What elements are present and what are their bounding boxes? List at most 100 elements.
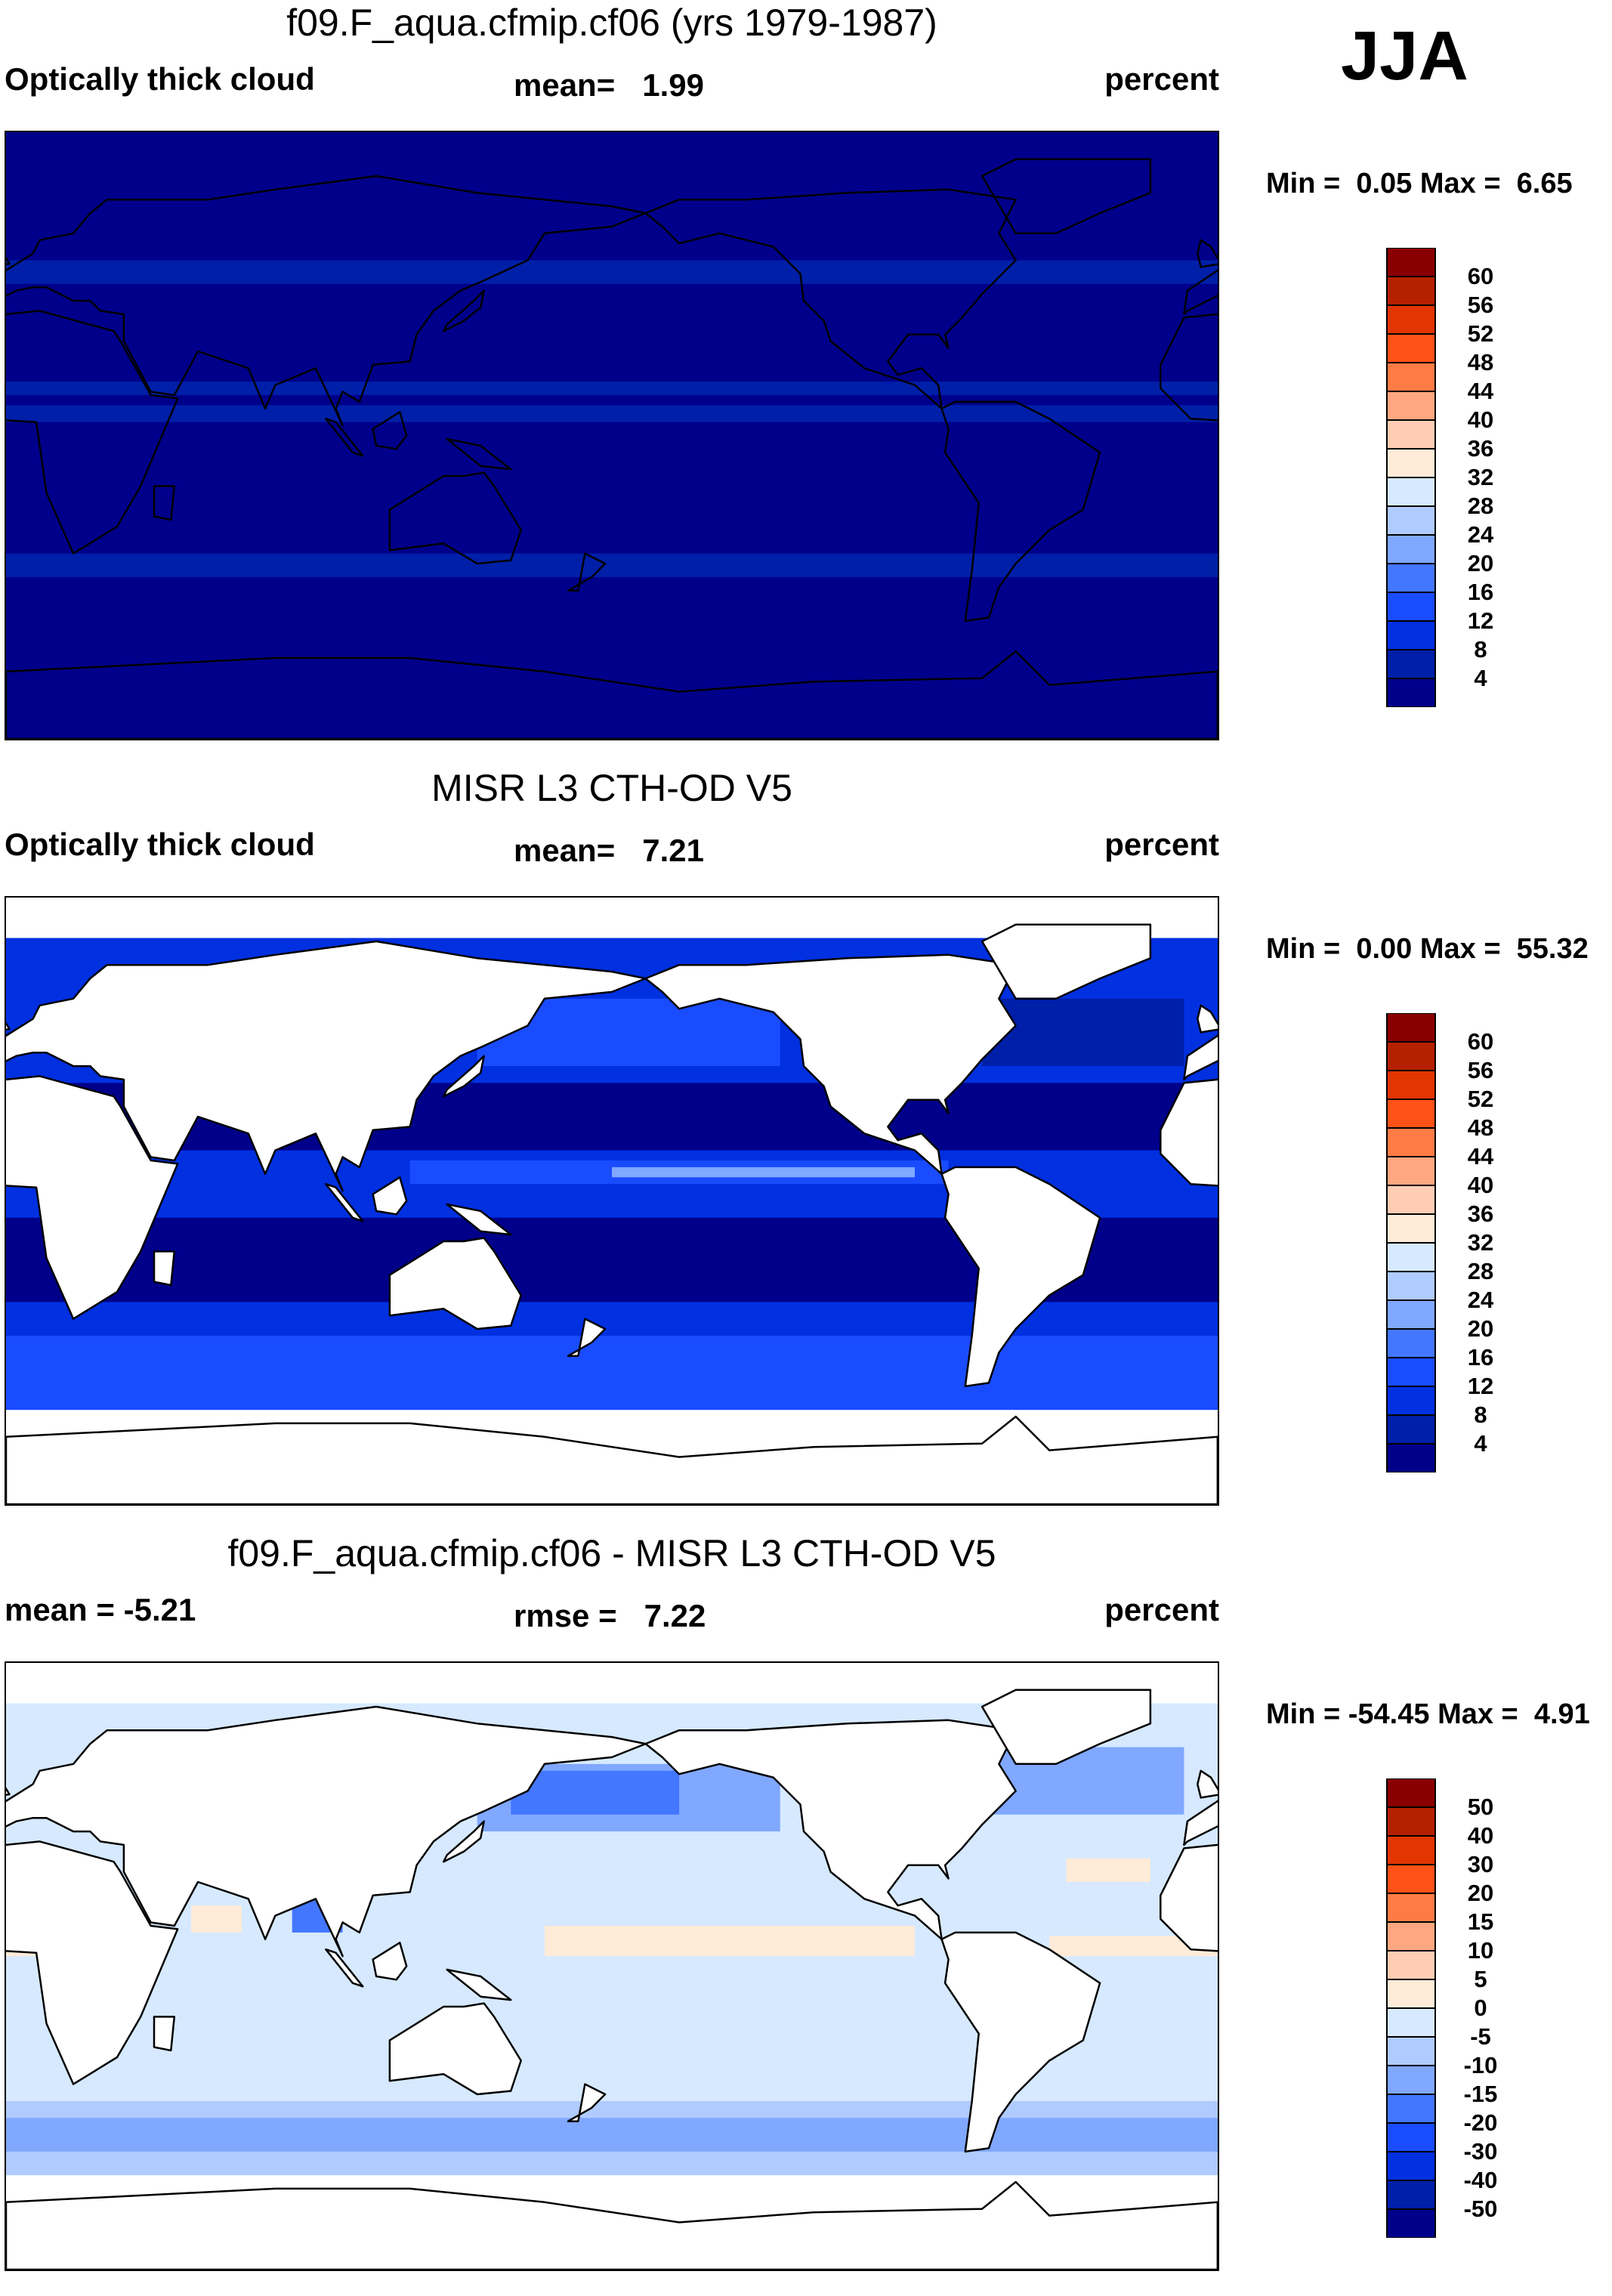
coastline-africa xyxy=(6,1840,179,2085)
max-label: Max = xyxy=(1438,1698,1518,1730)
colorbar-tick-label: 4 xyxy=(1474,1430,1487,1457)
colorbar-swatch xyxy=(1386,1272,1436,1300)
colorbar-swatch xyxy=(1386,535,1436,564)
coastline-newguinea xyxy=(446,1968,512,2001)
coastline-uk xyxy=(6,1787,11,1797)
map-plot xyxy=(5,1661,1219,2271)
colorbar-tick-label: 16 xyxy=(1467,579,1494,605)
colorbar-swatch xyxy=(1386,1836,1436,1865)
map-plot xyxy=(5,896,1219,1506)
contour-band xyxy=(6,1335,1218,1411)
colorbar-swatch xyxy=(1386,564,1436,592)
colorbar-swatch xyxy=(1386,1214,1436,1243)
colorbar-swatch xyxy=(1386,2123,1436,2152)
colorbar-tick-label: 30 xyxy=(1467,1851,1494,1877)
colorbar-swatch xyxy=(1386,678,1436,707)
colorbar-swatch xyxy=(1386,449,1436,477)
colorbar-tick-label: 4 xyxy=(1474,665,1487,691)
min-value: -54.45 xyxy=(1348,1698,1430,1730)
colorbar-swatch xyxy=(1386,2008,1436,2037)
coastline-madagascar xyxy=(153,485,176,521)
coastline-greenland xyxy=(980,158,1152,235)
colorbar-swatch xyxy=(1386,1893,1436,1922)
units-label: percent xyxy=(1104,1592,1219,1627)
coastline-eurasia xyxy=(1183,1034,1218,1081)
colorbar-swatch xyxy=(1386,1243,1436,1272)
min-label: Min = xyxy=(1266,933,1341,965)
coastline-sumatra xyxy=(325,1182,364,1222)
colorbar-swatch xyxy=(1386,1157,1436,1185)
mean-stat: mean= 1.99 xyxy=(514,66,704,104)
map-plot xyxy=(5,131,1219,740)
max-label: Max = xyxy=(1419,933,1501,965)
colorbar-tick-label: 20 xyxy=(1467,550,1494,576)
variable-label: Optically thick cloud xyxy=(5,827,315,862)
min-value: 0.00 xyxy=(1356,933,1413,965)
colorbar-swatch xyxy=(1386,1358,1436,1386)
min-value: 0.05 xyxy=(1356,168,1413,199)
colorbar-tick-label: 40 xyxy=(1467,1172,1494,1198)
contour-band xyxy=(6,382,1218,395)
colorbar-swatch xyxy=(1386,363,1436,391)
max-value: 4.91 xyxy=(1533,1698,1590,1730)
colorbar-tick-label: 12 xyxy=(1467,607,1494,634)
units-label: percent xyxy=(1104,827,1219,862)
coastline-newzealand xyxy=(567,552,607,592)
coastline-africa xyxy=(1160,1078,1218,1187)
colorbar-swatch xyxy=(1386,506,1436,535)
min-max-readout: Min = 0.05 Max = 6.65 xyxy=(1266,168,1573,200)
colorbar-swatch xyxy=(1386,1099,1436,1128)
mean-value: -5.21 xyxy=(123,1592,196,1627)
panel-title: f09.F_aqua.cfmip.cf06 (yrs 1979-1987) xyxy=(286,2,937,44)
mean-label: mean = xyxy=(5,1592,115,1627)
coastline-madagascar xyxy=(153,2016,176,2052)
coastline-africa xyxy=(6,310,179,555)
coastline-greenland xyxy=(980,923,1152,1000)
colorbar-tick-label: -10 xyxy=(1463,2052,1498,2078)
colorbar-tick-label: -40 xyxy=(1463,2167,1498,2193)
colorbar-tick-label: 60 xyxy=(1467,1028,1494,1055)
panel-title: f09.F_aqua.cfmip.cf06 - MISR L3 CTH-OD V… xyxy=(227,1532,996,1574)
max-label: Max = xyxy=(1419,168,1501,199)
colorbar-tick-label: 32 xyxy=(1467,464,1494,490)
colorbar-swatch xyxy=(1386,650,1436,678)
coastline-sumatra xyxy=(325,1948,364,1988)
colorbar-tick-label: 15 xyxy=(1467,1908,1494,1935)
rmse-label: rmse = xyxy=(514,1598,617,1633)
colorbar-tick-label: 48 xyxy=(1467,1114,1494,1141)
coastline-uk xyxy=(6,256,11,266)
colorbar-swatch xyxy=(1386,1300,1436,1329)
colorbar-swatch xyxy=(1386,1185,1436,1214)
colorbar-swatch xyxy=(1386,1042,1436,1071)
colorbar-tick-label: 60 xyxy=(1467,263,1494,289)
mean-stat: mean= 7.21 xyxy=(514,832,704,870)
coastline-newguinea xyxy=(446,437,512,471)
colorbar-swatch xyxy=(1386,1922,1436,1951)
colorbar-tick-label: 52 xyxy=(1467,320,1494,347)
coastline-uk xyxy=(1197,1004,1218,1034)
coastline-samerica xyxy=(940,1931,1101,2153)
rmse-stat: rmse = 7.22 xyxy=(514,1597,706,1635)
min-label: Min = xyxy=(1266,1698,1341,1730)
coastline-greenland xyxy=(980,1689,1152,1766)
coastline-japan xyxy=(442,1820,485,1863)
colorbar: 60 56 52 48 44 40 36 32 28 24 20 16 12 8 4 xyxy=(1386,248,1493,707)
coastline-uk xyxy=(1197,239,1218,268)
coastline-eurasia xyxy=(6,940,647,1192)
coastline-uk xyxy=(1197,1769,1218,1799)
colorbar-tick-label: 50 xyxy=(1467,1794,1494,1820)
colorbar: 60 56 52 48 44 40 36 32 28 24 20 16 12 8 4 xyxy=(1386,1013,1493,1472)
coastline-australia xyxy=(388,1237,522,1330)
colorbar-swatch xyxy=(1386,1807,1436,1836)
coastline-newguinea xyxy=(446,1203,512,1236)
colorbar-tick-label: 12 xyxy=(1467,1373,1494,1399)
coastline-africa xyxy=(1160,1843,1218,1952)
colorbar-swatch xyxy=(1386,248,1436,277)
coastline-japan xyxy=(442,289,485,332)
colorbar-tick-label: 8 xyxy=(1474,636,1487,663)
colorbar-swatch xyxy=(1386,621,1436,650)
colorbar-swatch xyxy=(1386,1778,1436,1807)
colorbar-tick-label: 40 xyxy=(1467,406,1494,433)
min-max-readout: Min = 0.00 Max = 55.32 xyxy=(1266,933,1589,966)
colorbar-tick-label: 40 xyxy=(1467,1822,1494,1849)
